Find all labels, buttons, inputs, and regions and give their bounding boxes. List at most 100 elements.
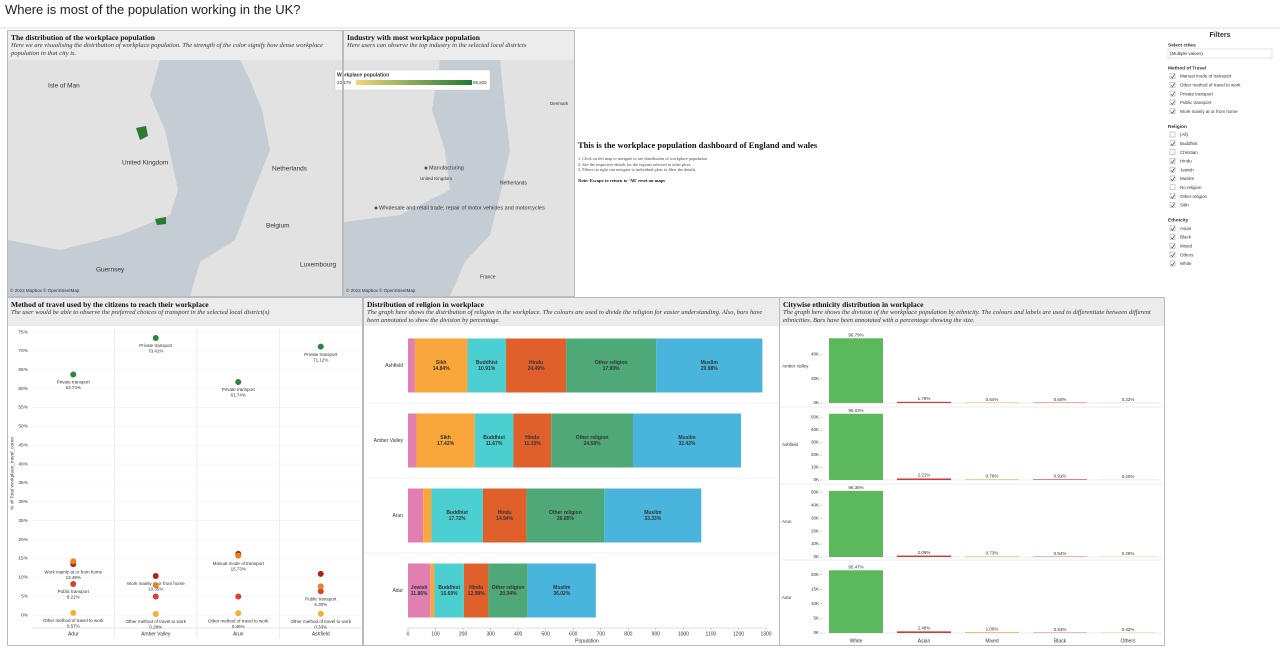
bar-label: 2.09% — [918, 550, 931, 555]
y-tick-label: Amber Valley — [374, 438, 404, 444]
y-tick-label: Ashfield — [385, 363, 403, 369]
checkbox-label[interactable]: Manual mode of transport — [1180, 74, 1232, 79]
checkbox[interactable] — [1169, 166, 1176, 173]
bar-label: 2.48% — [918, 626, 931, 631]
checkbox-label[interactable]: Work mainly at or from home — [1180, 109, 1238, 114]
checkbox-label[interactable]: Buddhist — [1180, 141, 1198, 146]
bar-segment — [474, 413, 514, 468]
checkbox-label[interactable]: Public transport — [1180, 100, 1212, 105]
x-tick-label: 1300 — [760, 631, 771, 637]
map-place: Luxembourg — [300, 262, 337, 269]
bar-segment — [431, 488, 483, 543]
city-dropdown[interactable] — [1167, 48, 1273, 59]
checkbox-label[interactable]: (All) — [1180, 132, 1188, 137]
checkbox[interactable] — [1169, 131, 1176, 138]
checkbox-label[interactable]: Private transport — [1180, 91, 1214, 96]
panel-frame — [7, 30, 343, 297]
segment-label-name: Jewish — [411, 585, 428, 591]
x-tick-label: 300 — [486, 631, 495, 637]
checkmark — [1170, 203, 1175, 208]
map-place: Netherlands — [272, 166, 308, 173]
checkbox-label[interactable]: Black — [1180, 235, 1192, 240]
bar-segment — [434, 563, 464, 618]
checkbox[interactable] — [1169, 99, 1176, 106]
bar — [1033, 479, 1087, 480]
dashboard-title: Where is most of the population working … — [5, 2, 301, 17]
bar-label: 1.78% — [918, 396, 931, 401]
y-tick-label: 55% — [18, 405, 28, 411]
segment-label-share: 32.42% — [678, 441, 696, 447]
checkbox[interactable] — [1169, 184, 1176, 191]
checkbox-label[interactable]: Jewish — [1180, 167, 1194, 172]
checkbox[interactable] — [1169, 202, 1176, 208]
checkbox-label[interactable]: Asian — [1180, 226, 1192, 231]
y-tick-label: 0K — [813, 554, 819, 559]
y-tick-label: 30% — [18, 499, 28, 505]
y-tick-label: 15% — [18, 556, 28, 562]
map-place: Denmark — [550, 101, 569, 106]
checkbox[interactable] — [1169, 73, 1176, 79]
x-tick-label: 1100 — [706, 631, 717, 637]
y-tick-label: 0K — [813, 477, 819, 482]
checkbox[interactable] — [1169, 251, 1176, 258]
panel-frame — [7, 297, 363, 646]
checkbox-label[interactable]: Christian — [1180, 150, 1198, 155]
intro-step: 2. See the respective details for the re… — [578, 161, 691, 167]
x-tick-label: Others — [1120, 638, 1136, 644]
bar-segment — [604, 488, 702, 543]
checkbox[interactable] — [1169, 260, 1176, 267]
checkbox[interactable] — [1169, 82, 1176, 88]
checkbox-label[interactable]: Sikh — [1180, 203, 1189, 208]
checkbox-label[interactable]: No religion — [1180, 185, 1202, 190]
y-tick-label: 10K — [811, 601, 819, 606]
y-tick-label: 25% — [18, 518, 28, 524]
bar-segment — [463, 563, 489, 618]
checkbox[interactable] — [1169, 108, 1176, 114]
checkbox[interactable] — [1169, 175, 1176, 182]
x-tick-label: Asian — [918, 638, 931, 644]
checkbox[interactable] — [1169, 149, 1176, 155]
dot-label-value: 8.21% — [67, 595, 80, 600]
checkbox[interactable] — [1169, 90, 1176, 97]
bar-label: 96.36% — [848, 485, 863, 490]
checkbox[interactable] — [1169, 243, 1176, 249]
bar-label: 0.28% — [1122, 551, 1135, 556]
map-marker — [374, 206, 378, 210]
checkbox[interactable] — [1169, 234, 1176, 240]
checkbox[interactable] — [1169, 225, 1176, 231]
checkbox-label[interactable]: Hindu — [1180, 159, 1192, 164]
checkbox[interactable] — [1169, 158, 1176, 164]
segment-label-name: Buddhist — [483, 435, 505, 441]
x-tick-label: Arun — [233, 631, 244, 637]
x-tick-label: White — [850, 638, 863, 644]
bar-label: 95.47% — [848, 564, 863, 569]
bar-segment — [430, 563, 435, 618]
checkbox-label[interactable]: Other religion — [1180, 194, 1208, 199]
panel-title: Industry with most workplace population — [347, 33, 480, 42]
map-place: France — [480, 274, 496, 280]
checkmark — [1170, 261, 1175, 266]
bar — [897, 631, 951, 633]
checkbox-label[interactable]: Other method of travel to work — [1180, 82, 1241, 87]
checkbox-label[interactable]: White — [1180, 261, 1192, 266]
bar-label: 96.79% — [848, 332, 863, 337]
bar-segment — [506, 338, 567, 393]
checkmark — [1170, 244, 1175, 249]
panel-frame — [779, 297, 1165, 646]
bar — [829, 490, 883, 557]
bar-segment — [526, 488, 605, 543]
checkbox-label[interactable]: Muslim — [1180, 176, 1195, 181]
checkbox-label[interactable]: Others — [1180, 252, 1194, 257]
panel-subtitle: Here we are visualising the distribution… — [11, 42, 323, 57]
bar — [829, 570, 883, 633]
checkbox-label[interactable]: Mixed — [1180, 243, 1193, 248]
bar — [829, 338, 883, 403]
checkmark — [1170, 176, 1175, 181]
x-tick-label: 200 — [459, 631, 468, 637]
checkbox[interactable] — [1169, 140, 1176, 147]
dot-label-value: 71.12% — [313, 357, 328, 362]
checkbox[interactable] — [1169, 193, 1176, 199]
y-tick-label: 5K — [813, 616, 819, 621]
y-tick-label: 35% — [18, 480, 28, 486]
bar-label: 0.22% — [1122, 397, 1135, 402]
